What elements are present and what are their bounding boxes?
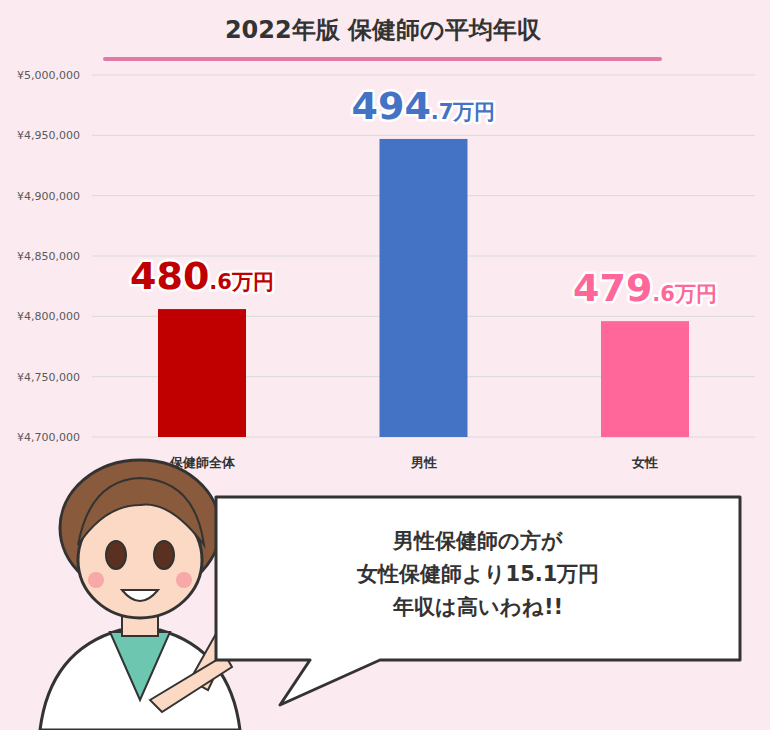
data-label-main: 480 [130, 254, 209, 298]
bar [601, 321, 689, 437]
bar [380, 139, 468, 437]
chart: 2022年版 保健師の平均年収 ¥4,700,000 ¥4,750,000 ¥4,80… [0, 0, 770, 730]
bar [158, 309, 246, 437]
data-label-main: 494 [352, 84, 431, 128]
annotation-line: 女性保健師より15.1万円 [356, 562, 600, 586]
y-tick-label: ¥4,850,000 [17, 250, 80, 263]
y-tick-label: ¥4,950,000 [17, 129, 80, 142]
bubble-shape [216, 497, 740, 705]
annotation: 男性保健師の方が女性保健師より15.1万円年収は高いわね!! [356, 529, 600, 619]
x-tick-label: 女性 [631, 455, 658, 470]
cheek-left [88, 572, 104, 588]
grid-line [92, 135, 755, 136]
y-tick-label: ¥4,800,000 [17, 310, 80, 323]
cheek-right [176, 572, 192, 588]
grid-line [92, 75, 755, 76]
speech-bubble [216, 497, 740, 705]
mouth [122, 590, 158, 601]
data-label: 480.6万円 [130, 254, 274, 298]
background [0, 0, 770, 730]
bars [158, 139, 689, 437]
eye-left [106, 541, 126, 569]
hand-lower [150, 655, 232, 712]
x-tick-label: 男性 [410, 455, 437, 470]
y-tick-label: ¥5,000,000 [17, 69, 80, 82]
data-label-sub: .6万円 [209, 270, 274, 294]
data-label: 479.6万円 [573, 266, 717, 310]
annotation-line: 男性保健師の方が [392, 529, 563, 553]
data-label-sub: .7万円 [431, 100, 496, 124]
y-tick-label: ¥4,700,000 [17, 431, 80, 444]
y-tick-label: ¥4,900,000 [17, 190, 80, 203]
data-label: 494.7万円 [352, 84, 496, 128]
eye-right [154, 541, 174, 569]
bangs [78, 478, 204, 545]
data-label-sub: .6万円 [652, 282, 717, 306]
scrubs [110, 632, 170, 700]
title: 2022年版 保健師の平均年収 [225, 16, 542, 44]
y-tick-label: ¥4,750,000 [17, 371, 80, 384]
annotation-line: 年収は高いわね!! [392, 595, 563, 619]
data-label-main: 479 [573, 266, 652, 310]
title-underline [105, 57, 660, 61]
